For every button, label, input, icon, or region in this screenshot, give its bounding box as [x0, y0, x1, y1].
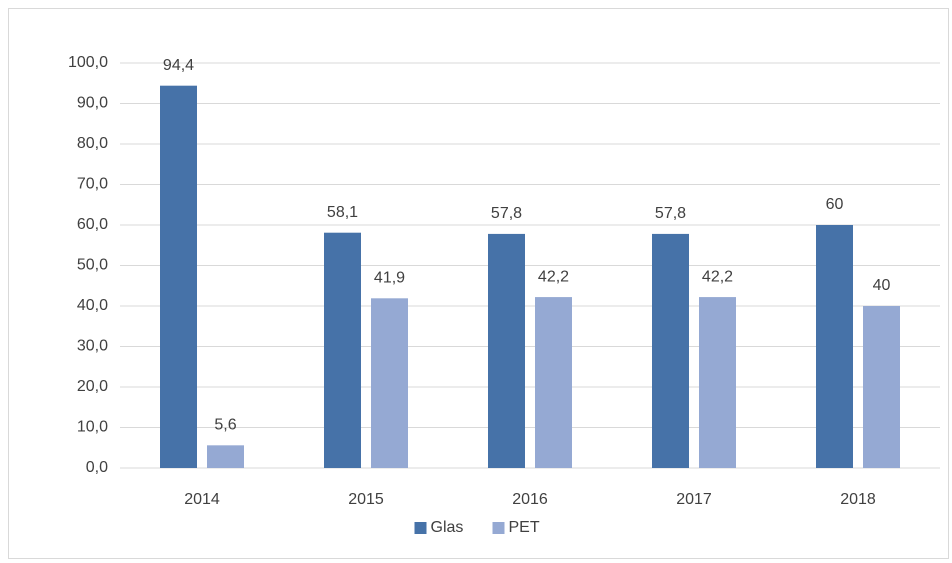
data-label: 42,2: [538, 268, 569, 285]
y-tick-label: 60,0: [77, 216, 108, 233]
legend-swatch: [492, 522, 505, 534]
data-label: 94,4: [163, 57, 194, 74]
bar: [371, 298, 408, 468]
y-tick-label: 0,0: [86, 459, 108, 476]
y-tick-label: 30,0: [77, 338, 108, 355]
data-label: 40: [873, 277, 891, 294]
y-tick-label: 20,0: [77, 378, 108, 395]
data-label: 5,6: [214, 417, 236, 434]
legend-label: PET: [509, 519, 540, 536]
x-tick-label: 2017: [676, 491, 712, 508]
y-tick-label: 40,0: [77, 297, 108, 314]
data-label: 41,9: [374, 270, 405, 287]
y-tick-label: 70,0: [77, 176, 108, 193]
y-tick-label: 10,0: [77, 419, 108, 436]
chart-border: [8, 8, 949, 559]
legend-label: Glas: [431, 519, 464, 536]
bar: [816, 225, 853, 468]
data-label: 57,8: [655, 205, 686, 222]
x-tick-label: 2016: [512, 491, 548, 508]
bar: [488, 233, 525, 468]
bar: [207, 445, 244, 468]
y-tick-label: 90,0: [77, 95, 108, 112]
bar: [652, 233, 689, 468]
y-tick-label: 80,0: [77, 135, 108, 152]
data-label: 60: [826, 196, 844, 213]
legend-swatch: [414, 522, 427, 534]
bar: [863, 306, 900, 468]
bar: [535, 297, 572, 468]
y-tick-label: 100,0: [68, 54, 108, 71]
x-tick-label: 2015: [348, 491, 384, 508]
data-label: 42,2: [702, 268, 733, 285]
x-tick-label: 2014: [184, 491, 220, 508]
data-label: 58,1: [327, 204, 358, 221]
bar: [160, 85, 197, 469]
bar: [699, 297, 736, 468]
x-tick-label: 2018: [840, 491, 876, 508]
data-label: 57,8: [491, 205, 522, 222]
y-tick-label: 50,0: [77, 257, 108, 274]
bar: [324, 232, 361, 468]
